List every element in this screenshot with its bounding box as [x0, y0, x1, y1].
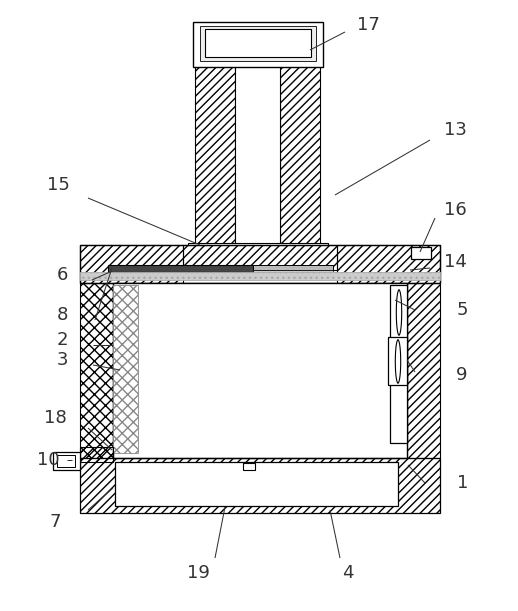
Text: 9: 9	[456, 366, 468, 384]
Text: 16: 16	[443, 201, 466, 219]
Bar	[235, 50, 280, 245]
Text: 6: 6	[56, 266, 68, 284]
Bar	[205, 29, 311, 57]
Bar	[80, 447, 113, 462]
Bar	[243, 463, 255, 470]
Bar	[407, 283, 440, 458]
Bar	[253, 265, 333, 270]
Text: 18: 18	[44, 409, 66, 427]
Bar	[57, 455, 75, 467]
Bar	[183, 245, 337, 270]
Text: 4: 4	[342, 564, 354, 582]
Bar	[80, 245, 183, 283]
Bar	[411, 247, 431, 259]
Text: 8: 8	[56, 306, 68, 324]
Text: 10: 10	[37, 451, 60, 469]
Text: 3: 3	[56, 351, 68, 369]
Bar	[80, 245, 440, 283]
Text: 7: 7	[49, 513, 61, 531]
Bar	[115, 462, 398, 506]
Bar	[253, 270, 333, 273]
Bar	[200, 26, 316, 61]
Bar	[188, 243, 328, 253]
Text: 1: 1	[457, 474, 469, 492]
Text: 17: 17	[356, 16, 380, 34]
Bar	[195, 50, 235, 245]
Bar	[108, 265, 253, 272]
Bar	[388, 337, 407, 385]
Bar	[193, 22, 323, 67]
Text: 19: 19	[186, 564, 209, 582]
Text: 5: 5	[456, 301, 468, 319]
Text: 13: 13	[443, 121, 466, 139]
Text: 15: 15	[47, 176, 69, 194]
Bar	[80, 272, 440, 280]
Text: 14: 14	[443, 253, 466, 271]
Bar	[80, 458, 440, 513]
Bar	[53, 452, 80, 470]
Text: 2: 2	[56, 331, 68, 349]
Bar	[337, 245, 440, 283]
Bar	[80, 283, 113, 458]
Bar	[113, 283, 407, 458]
Bar	[390, 285, 407, 443]
Bar	[280, 50, 320, 245]
Bar	[113, 285, 138, 453]
